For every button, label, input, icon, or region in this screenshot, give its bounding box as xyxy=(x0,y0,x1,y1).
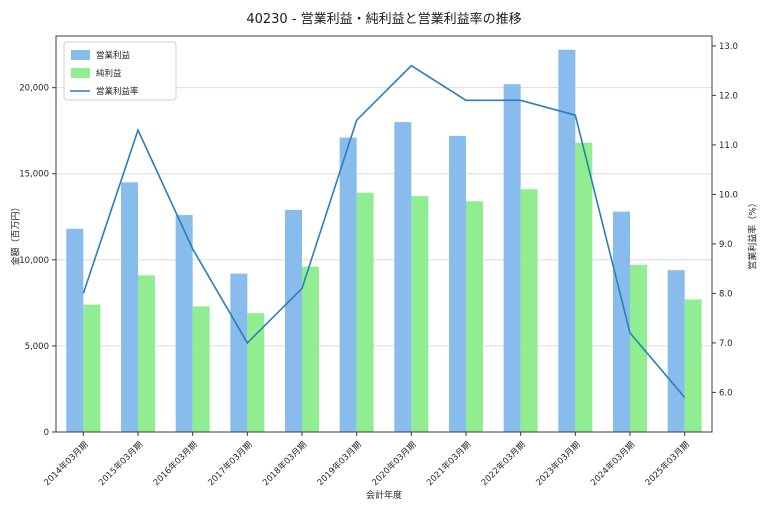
x-tick-label: 2022年03月期 xyxy=(479,439,528,488)
bar xyxy=(83,304,101,432)
bar xyxy=(630,264,647,432)
bar xyxy=(175,215,193,432)
bar xyxy=(558,49,576,432)
bar xyxy=(138,275,155,432)
x-tick-label: 2020年03月期 xyxy=(370,439,419,488)
legend-label: 営業利益率 xyxy=(96,86,139,97)
bar xyxy=(394,122,412,432)
legend-label: 営業利益 xyxy=(96,50,131,61)
y-tick-label-left: 5,000 xyxy=(25,342,49,352)
y-axis-label-left: 金額（百万円） xyxy=(11,202,22,266)
y-tick-label-left: 15,000 xyxy=(19,170,49,180)
bar xyxy=(520,189,538,432)
x-axis-label: 会計年度 xyxy=(365,491,402,501)
y-tick-label-right: 10.0 xyxy=(719,190,738,200)
y-tick-label-left: 20,000 xyxy=(19,84,49,94)
y-tick-label-right: 6.0 xyxy=(719,388,733,398)
y-tick-label-right: 13.0 xyxy=(719,42,738,52)
x-axis: 2014年03月期 2015年03月期 2016年03月期 2017年03月期 2018… xyxy=(42,432,692,488)
x-tick-label: 2025年03月期 xyxy=(643,439,692,488)
y-axis-left: 0 5,000 10,000 15,000 20,000 xyxy=(19,84,56,438)
legend-swatch xyxy=(71,68,90,78)
y-tick-label-right: 8.0 xyxy=(719,289,733,299)
bar-series-operating-profit xyxy=(66,49,685,433)
bar xyxy=(667,270,685,432)
bar xyxy=(192,306,210,432)
bar xyxy=(302,266,319,432)
bar xyxy=(684,299,702,432)
bar xyxy=(503,84,521,433)
y-tick-label-right: 9.0 xyxy=(719,240,733,250)
x-tick-label: 2016年03月期 xyxy=(151,439,200,488)
legend-swatch xyxy=(71,50,90,60)
y-tick-label-right: 7.0 xyxy=(719,339,733,349)
operating-margin-line xyxy=(82,64,686,398)
bar xyxy=(121,182,138,432)
bar xyxy=(285,209,302,432)
plot-border xyxy=(55,35,713,433)
bar-series-net-profit xyxy=(83,142,702,432)
bar xyxy=(247,313,265,432)
bar xyxy=(66,228,84,432)
legend-label: 純利益 xyxy=(96,68,122,79)
bar xyxy=(230,273,248,432)
bar xyxy=(466,201,483,432)
y-axis-right: 6.0 7.0 8.0 9.0 10.0 11.0 12.0 13.0 xyxy=(712,42,738,398)
bar xyxy=(411,196,429,432)
bar xyxy=(613,211,630,432)
x-tick-label: 2023年03月期 xyxy=(534,439,583,488)
x-tick-label: 2024年03月期 xyxy=(588,439,637,488)
legend-box xyxy=(63,41,177,101)
y-tick-label-right: 12.0 xyxy=(719,91,738,101)
x-tick-label: 2017年03月期 xyxy=(206,439,255,488)
x-tick-label: 2018年03月期 xyxy=(260,439,309,488)
bar xyxy=(575,142,593,432)
bar xyxy=(449,135,466,432)
bar xyxy=(339,137,357,432)
y-axis-label-right: 営業利益率（%） xyxy=(748,198,759,270)
x-tick-label: 2019年03月期 xyxy=(315,439,364,488)
x-tick-label: 2015年03月期 xyxy=(96,439,145,488)
y-tick-label-left: 10,000 xyxy=(19,256,49,266)
bar xyxy=(356,192,374,432)
chart-title: 40230 - 営業利益・純利益と営業利益率の推移 xyxy=(246,12,522,27)
x-tick-label: 2014年03月期 xyxy=(42,439,91,488)
x-tick-label: 2021年03月期 xyxy=(424,439,473,488)
y-tick-label-left: 0 xyxy=(44,428,49,438)
y-tick-label-right: 11.0 xyxy=(719,141,738,151)
